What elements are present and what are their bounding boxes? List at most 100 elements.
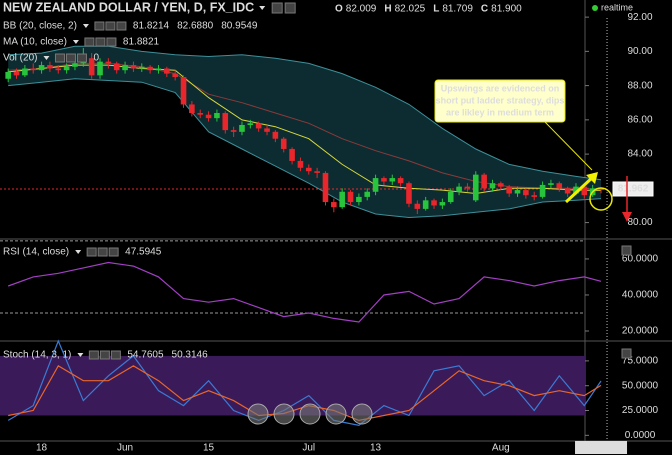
indicator-button (86, 247, 97, 257)
candle-body (13, 71, 20, 76)
candle-body (38, 65, 45, 71)
candle-body (472, 174, 479, 201)
candle-body (214, 113, 220, 119)
candle-body (498, 183, 504, 187)
candle-body (230, 130, 237, 132)
candle-body (406, 183, 412, 204)
x-tick-label: Jun (117, 443, 133, 454)
candle-body (331, 202, 337, 208)
x-tick-label: 18 (36, 443, 48, 454)
last-price-box (612, 181, 654, 197)
candle-body (72, 63, 78, 67)
indicator-value: 81.8821 (123, 37, 160, 48)
candle-body (556, 183, 563, 189)
candle-body (122, 65, 128, 71)
candle-body (88, 58, 95, 76)
y-tick-label: 20.0000 (622, 326, 659, 337)
candle-body (339, 191, 345, 208)
indicator-button (54, 53, 65, 63)
indicator-value: 81.8214 (133, 21, 170, 32)
candle-body (381, 178, 387, 182)
y-tick-label: 0.0000 (625, 430, 656, 441)
candle-body (205, 114, 212, 119)
toolbar-button[interactable] (351, 403, 373, 425)
candle-body (564, 188, 571, 194)
candle-body (598, 188, 604, 191)
toolbar-button[interactable] (247, 403, 269, 425)
x-tick-label: 13 (370, 443, 382, 454)
toolbar-button[interactable] (299, 403, 321, 425)
candle-body (314, 171, 320, 173)
indicator-button (116, 21, 127, 31)
y-tick-label: 80.00 (627, 217, 652, 228)
candle-body (548, 183, 554, 185)
candle-body (347, 191, 354, 203)
candle-body (172, 73, 178, 78)
candle-body (297, 160, 304, 168)
ohlc-name: O (335, 4, 343, 15)
candle-body (113, 63, 120, 71)
indicator-button (94, 21, 105, 31)
candle-body (506, 186, 512, 194)
candle-body (164, 68, 170, 74)
dropdown-arrow (259, 6, 266, 10)
candle-body (30, 68, 37, 71)
indicator-value: 54.7605 (127, 350, 164, 361)
indicator-value: 80.9549 (221, 21, 258, 32)
indicator-button (99, 350, 110, 360)
oscillator-line (7, 339, 602, 427)
candle-body (414, 203, 421, 209)
indicator-button (106, 37, 117, 47)
indicator-button (88, 350, 99, 360)
candle-body (322, 172, 329, 203)
candle-body (255, 123, 262, 129)
candle-body (305, 167, 312, 172)
candle-body (272, 131, 279, 139)
candle-body (280, 138, 287, 149)
candle-body (55, 68, 62, 71)
y-tick-label: 92.00 (627, 12, 652, 23)
ohlc-value: 82.025 (395, 4, 426, 15)
indicator-name: Vol (20) (3, 53, 37, 64)
indicator-name: MA (10, close) (3, 37, 67, 48)
indicator-name: Stoch (14, 3, 1) (3, 350, 71, 361)
candle-body (514, 190, 521, 194)
ohlc-value: 82.009 (346, 4, 377, 15)
indicator-button (105, 21, 116, 31)
toolbar-button[interactable] (325, 403, 347, 425)
dropdown-arrow (77, 353, 84, 357)
ohlc-value: 81.900 (491, 4, 522, 15)
candle-body (481, 174, 487, 189)
candle-body (147, 66, 153, 71)
dropdown-arrow (75, 250, 82, 254)
candle-body (464, 186, 471, 189)
candle-body (364, 191, 371, 197)
panel-button (621, 245, 632, 256)
candle-body (422, 200, 429, 209)
candle-body (523, 190, 529, 196)
candle-body (47, 65, 53, 69)
y-tick-label: 75.0000 (622, 356, 659, 367)
candle-body (5, 71, 11, 79)
toolbar-button[interactable] (273, 403, 295, 425)
indicator-button (84, 37, 95, 47)
bollinger-band-fill (8, 46, 601, 218)
last-price-label: 81.962 (618, 184, 649, 195)
x-tick-label: Jul (302, 443, 315, 454)
y-tick-label: 60.0000 (622, 254, 659, 265)
candle-body (539, 184, 546, 197)
indicator-button (95, 37, 106, 47)
candle-body (63, 66, 70, 71)
y-tick-label: 88.00 (627, 80, 652, 91)
candle-body (222, 113, 229, 131)
candle-body (389, 178, 396, 182)
indicator-name: RSI (14, close) (3, 247, 69, 258)
candle-body (22, 68, 28, 76)
candle-body (356, 196, 362, 203)
indicator-value: 0 (93, 53, 99, 64)
candle-body (197, 113, 204, 115)
candle-body (431, 200, 437, 206)
dropdown-arrow (72, 40, 79, 44)
settings-button (271, 2, 283, 14)
